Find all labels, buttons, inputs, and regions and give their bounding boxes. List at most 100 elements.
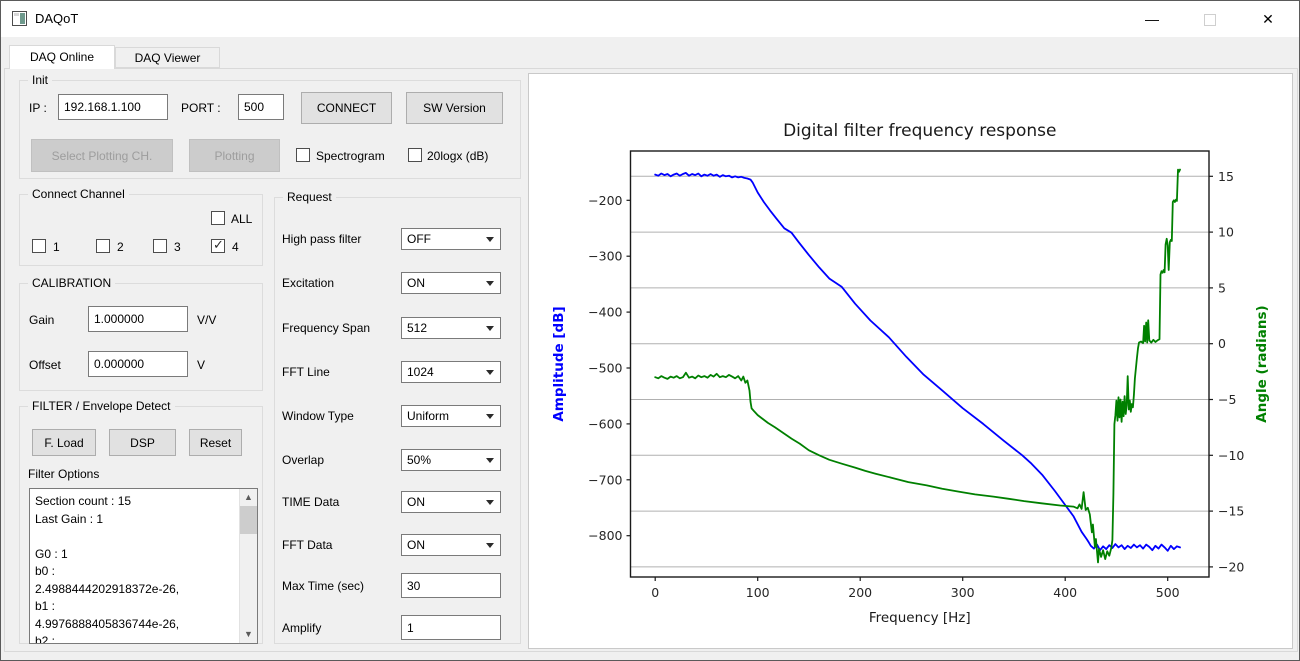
y-tick-label-right: −10 [1218, 448, 1244, 463]
chevron-down-icon [486, 500, 494, 505]
amplify-label: Amplify [282, 621, 322, 635]
fft-data-combo[interactable]: ON [401, 534, 501, 556]
channel-3-label: 3 [174, 240, 181, 254]
combo-value: 50% [407, 453, 432, 467]
excitation-combo[interactable]: ON [401, 272, 501, 294]
y-tick-label-right: 10 [1218, 225, 1234, 240]
y-tick-label-left: −400 [588, 305, 622, 320]
combo-value: 1024 [407, 365, 434, 379]
chevron-down-icon [486, 281, 494, 286]
init-group: Init [19, 73, 521, 179]
minimize-button[interactable]: — [1145, 11, 1159, 27]
window-title: DAQoT [35, 11, 79, 26]
combo-value: ON [407, 538, 425, 552]
y-tick-label-left: −200 [588, 193, 622, 208]
x-tick-label: 300 [951, 585, 975, 600]
chart-title: Digital filter frequency response [783, 121, 1056, 141]
x-tick-label: 500 [1156, 585, 1180, 600]
channel-2-label: 2 [117, 240, 124, 254]
y-axis-label-right: Angle (radians) [1254, 305, 1270, 422]
filter-load-button[interactable]: F. Load [32, 429, 96, 456]
y-axis-label-left: Amplitude [dB] [551, 306, 567, 421]
tab-daq-viewer[interactable]: DAQ Viewer [115, 47, 220, 68]
request-group: Request [274, 190, 521, 644]
filter-group: FILTER / Envelope Detect [19, 399, 263, 644]
max-time-input[interactable]: 30 [401, 573, 501, 598]
frequency-response-chart: 0 100 200 300 400 500−200−300−400−500−600−700… [551, 121, 1270, 626]
y-tick-label-left: −300 [588, 249, 622, 264]
spectrogram-checkbox[interactable] [296, 148, 310, 162]
x-tick-label: 0 [651, 585, 659, 600]
time-data-combo[interactable]: ON [401, 491, 501, 513]
gain-input[interactable]: 1.000000 [88, 306, 188, 332]
app-icon [12, 11, 27, 26]
fft-line-label: FFT Line [282, 365, 330, 379]
y-tick-label-left: −500 [588, 361, 622, 376]
filter-options-label: Filter Options [28, 467, 100, 481]
high-pass-filter-combo[interactable]: OFF [401, 228, 501, 250]
offset-unit: V [197, 358, 206, 372]
plotting-button[interactable]: Plotting [189, 139, 280, 172]
y-tick-label-right: −5 [1218, 392, 1236, 407]
logx-checkbox[interactable] [408, 148, 422, 162]
logx-label: 20logx (dB) [427, 149, 489, 163]
channel-1-checkbox[interactable] [32, 239, 46, 253]
sw-version-button[interactable]: SW Version [406, 92, 503, 124]
reset-button[interactable]: Reset [189, 429, 242, 456]
offset-label: Offset [29, 358, 61, 372]
amplitude-line [654, 172, 1181, 552]
offset-input[interactable]: 0.000000 [88, 351, 188, 377]
ip-input[interactable]: 192.168.1.100 [58, 94, 168, 120]
channel-all-checkbox[interactable] [211, 211, 225, 225]
dsp-button[interactable]: DSP [109, 429, 176, 456]
filter-legend: FILTER / Envelope Detect [28, 399, 175, 413]
channel-4-checkbox[interactable] [211, 237, 225, 253]
spectrogram-label: Spectrogram [316, 149, 385, 163]
y-tick-label-left: −700 [588, 472, 622, 487]
y-tick-label-right: −20 [1218, 559, 1244, 574]
chart-panel: 0 100 200 300 400 500 −200 −300 −400 −500 −600 −700… [528, 73, 1293, 649]
y-tick-label-right: −15 [1218, 504, 1244, 519]
overlap-label: Overlap [282, 453, 325, 467]
tab-daq-online[interactable]: DAQ Online [9, 45, 115, 69]
maximize-button[interactable] [1187, 1, 1233, 37]
channel-3-checkbox[interactable] [153, 239, 167, 253]
x-axis-label: Frequency [Hz] [869, 610, 971, 626]
frequency-span-combo[interactable]: 512 [401, 317, 501, 339]
channel-all-label: ALL [231, 212, 253, 226]
maximize-icon [1204, 14, 1216, 27]
scrollbar[interactable]: ▲ ▼ [239, 489, 257, 643]
chevron-down-icon [486, 237, 494, 242]
port-label: PORT : [181, 101, 221, 115]
combo-value: 512 [407, 321, 428, 335]
window-type-combo[interactable]: Uniform [401, 405, 501, 427]
plot-border [629, 150, 1210, 578]
x-tick-label: 400 [1053, 585, 1077, 600]
window-type-label: Window Type [282, 409, 354, 423]
fft-data-label: FFT Data [282, 538, 333, 552]
overlap-combo[interactable]: 50% [401, 449, 501, 471]
request-legend: Request [283, 190, 336, 204]
ip-label: IP : [29, 101, 47, 115]
filter-options-text: Section count : 15 Last Gain : 1 G0 : 1 … [35, 494, 180, 644]
connect-button[interactable]: CONNECT [301, 92, 392, 124]
fft-line-combo[interactable]: 1024 [401, 361, 501, 383]
chevron-down-icon [486, 414, 494, 419]
scroll-down-icon[interactable]: ▼ [244, 629, 253, 639]
combo-value: OFF [407, 232, 431, 246]
x-tick-label: 100 [746, 585, 770, 600]
chevron-down-icon [486, 543, 494, 548]
scroll-up-icon[interactable]: ▲ [244, 492, 253, 502]
amplify-input[interactable]: 1 [401, 615, 501, 640]
title-bar: DAQoT — ✕ [1, 1, 1299, 37]
filter-options-listbox[interactable]: Section count : 15 Last Gain : 1 G0 : 1 … [29, 488, 258, 644]
port-input[interactable]: 500 [238, 94, 284, 120]
scroll-thumb[interactable] [240, 506, 257, 534]
calibration-legend: CALIBRATION [28, 276, 116, 290]
select-plotting-ch-button[interactable]: Select Plotting CH. [31, 139, 173, 172]
channel-2-checkbox[interactable] [96, 239, 110, 253]
time-data-label: TIME Data [282, 495, 340, 509]
max-time-label: Max Time (sec) [282, 579, 365, 593]
close-button[interactable]: ✕ [1262, 11, 1274, 27]
